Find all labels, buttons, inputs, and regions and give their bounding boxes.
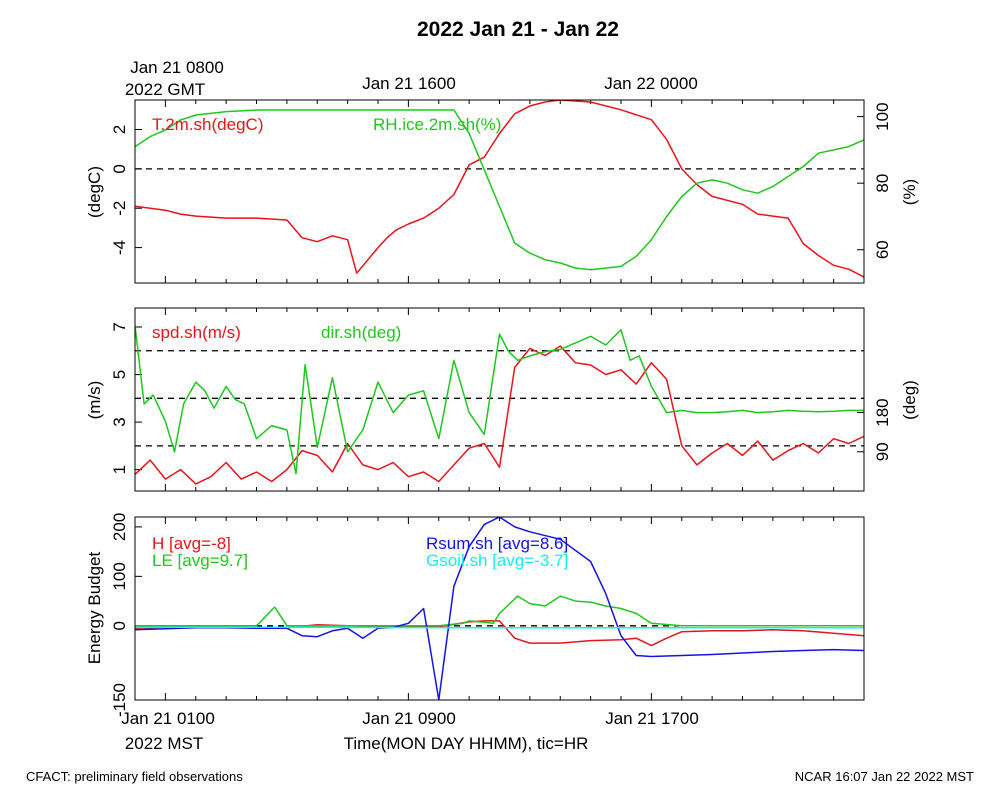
- panel1-plot: 2 0 -2 -4 100 80 60: [110, 100, 892, 283]
- legend-h: H [avg=-8]: [152, 534, 231, 553]
- panel3-ylabel: Energy Budget: [85, 551, 104, 664]
- p1-ytick-label-left: 2: [110, 125, 129, 134]
- p1-ytick-label-right: 60: [873, 240, 892, 259]
- panel3-plot: 200 100 0 -150: [110, 513, 864, 717]
- panel-energy-budget: 200 100 0 -150 Energy Budget H [avg=-8] LE …: [85, 513, 865, 717]
- panel3-frame: [134, 516, 865, 701]
- p2-ytick-label-right: 180: [873, 398, 892, 426]
- panel1-frame: [134, 99, 865, 284]
- p1-ytick-label-left: -2: [110, 201, 129, 216]
- legend-rsum: Rsum.sh [avg=8.6]: [426, 534, 568, 553]
- panel2-frame: [134, 307, 865, 492]
- p1-ytick-label-right: 100: [873, 102, 892, 130]
- p1-ytick-label-left: 0: [110, 164, 129, 173]
- series-line-rh-ice-2m-sh: [135, 109, 864, 271]
- p1-ytick-label-left: -4: [110, 240, 129, 255]
- bottom-label-jan21-1700: Jan 21 1700: [605, 709, 699, 728]
- p3-ytick-label-left: -150: [110, 683, 129, 717]
- legend-rh-ice: RH.ice.2m.sh(%): [373, 115, 501, 134]
- x-axis-label: Time(MON DAY HHMM), tic=HR: [344, 734, 589, 753]
- top-label-jan22-0000: Jan 22 0000: [604, 74, 698, 93]
- legend-wind-dir: dir.sh(deg): [321, 323, 401, 342]
- bottom-label-jan21-0100: Jan 21 0100: [121, 709, 215, 728]
- panel2-ylabel-right: (deg): [900, 380, 919, 420]
- p1-ytick-label-right: 80: [873, 174, 892, 193]
- bottom-label-mst: 2022 MST: [125, 734, 203, 753]
- panel1-ylabel-right: (%): [900, 179, 919, 205]
- p2-ytick-label-left: 1: [110, 465, 129, 474]
- series-line-rsum-sh: [135, 517, 864, 700]
- footer-left: CFACT: preliminary field observations: [26, 769, 243, 784]
- p3-ytick-label-left: 100: [110, 562, 129, 590]
- series-line-gsoil-sh: [135, 626, 864, 629]
- legend-gsoil: Gsoil.sh [avg=-3.7]: [426, 551, 568, 570]
- legend-le: LE [avg=9.7]: [152, 551, 248, 570]
- bottom-label-jan21-0900: Jan 21 0900: [362, 709, 456, 728]
- p2-ytick-label-left: 7: [110, 322, 129, 331]
- series-line-dir-sh-deg: [135, 325, 864, 475]
- p3-ytick-label-left: 200: [110, 513, 129, 541]
- top-label-jan21-0800: Jan 21 0800: [130, 58, 224, 77]
- top-label-jan21-1600: Jan 21 1600: [362, 74, 456, 93]
- panel1-ylabel-left: (degC): [85, 166, 104, 218]
- panel2-ylabel-left: (m/s): [85, 381, 104, 420]
- figure-title: 2022 Jan 21 - Jan 22: [417, 18, 619, 41]
- footer-right: NCAR 16:07 Jan 22 2022 MST: [795, 769, 974, 784]
- series-line-spd-sh-m-s: [135, 345, 864, 485]
- panel2-plot: 7 5 3 1 180 90: [110, 308, 892, 491]
- legend-temperature: T.2m.sh(degC): [152, 115, 263, 134]
- series-line-t-2m-sh-degc: [135, 100, 864, 278]
- p2-ytick-label-right: 90: [873, 442, 892, 461]
- series-line-le: [135, 595, 864, 627]
- series-line-h: [135, 620, 864, 647]
- p2-ytick-label-left: 5: [110, 370, 129, 379]
- p3-ytick-label-left: 0: [110, 621, 129, 630]
- panel-temperature-rh: 2 0 -2 -4 100 80 60 (degC) (%) T.2m.sh(degC) R…: [85, 99, 919, 284]
- panel-wind: 7 5 3 1 180 90 (m/s) (deg) spd.sh(m/s) dir.sh…: [85, 307, 919, 492]
- p2-ytick-label-left: 3: [110, 417, 129, 426]
- legend-wind-speed: spd.sh(m/s): [152, 323, 241, 342]
- top-label-gmt: 2022 GMT: [125, 80, 205, 99]
